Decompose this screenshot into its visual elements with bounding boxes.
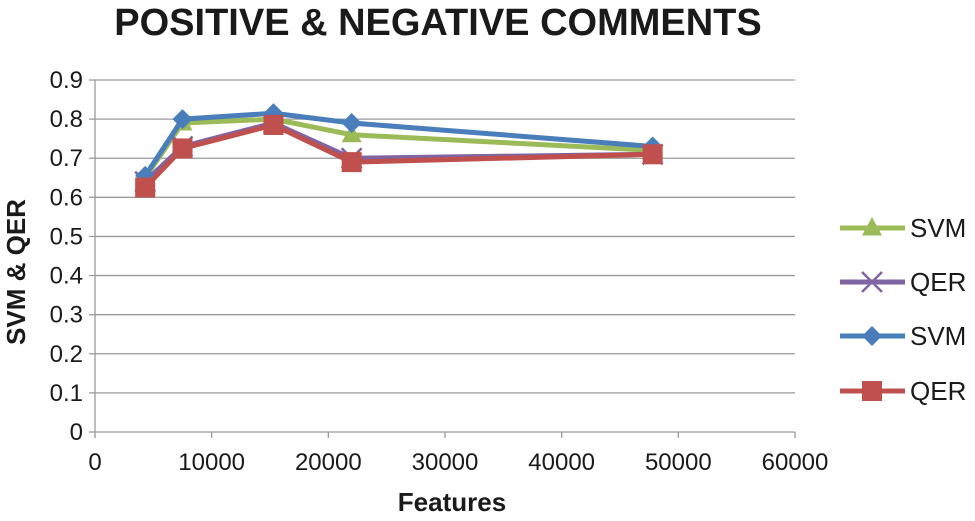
x-tick-label: 50000 xyxy=(645,449,712,476)
x-tick-label: 10000 xyxy=(178,449,245,476)
data-point-diamond xyxy=(172,109,193,130)
grid-lines xyxy=(94,79,795,433)
chart-title: POSITIVE & NEGATIVE COMMENTS xyxy=(114,2,761,44)
data-point-square xyxy=(862,381,882,401)
data-point-diamond xyxy=(862,326,882,346)
data-point-square xyxy=(263,114,284,135)
y-tick-label: 0.9 xyxy=(50,67,83,94)
x-axis-ticks: 0 10000 20000 30000 40000 50000 60000 xyxy=(88,432,828,476)
y-tick-label: 0.6 xyxy=(50,184,83,211)
data-point-triangle xyxy=(862,217,882,236)
y-tick-label: 0.1 xyxy=(50,380,83,407)
legend: SVM QER SVM QER xyxy=(840,213,966,406)
data-point-square xyxy=(135,177,156,198)
y-tick-label: 0 xyxy=(70,419,83,446)
y-tick-label: 0.4 xyxy=(50,263,83,290)
legend-item: QER xyxy=(840,376,966,406)
x-tick-label: 40000 xyxy=(528,449,595,476)
x-tick-label: 60000 xyxy=(762,449,829,476)
series-layer xyxy=(134,103,664,198)
y-tick-label: 0.5 xyxy=(50,223,83,250)
y-tick-label: 0.2 xyxy=(50,341,83,368)
series-line xyxy=(143,120,653,184)
data-point-square xyxy=(642,144,663,165)
y-tick-label: 0.8 xyxy=(50,106,83,133)
x-tick-label: 30000 xyxy=(412,449,479,476)
data-point-square xyxy=(172,138,193,159)
x-axis-label: Features xyxy=(398,487,506,517)
legend-item: SVM xyxy=(840,321,966,351)
y-tick-label: 0.7 xyxy=(50,145,83,172)
x-tick-label: 20000 xyxy=(295,449,362,476)
legend-label: SVM xyxy=(910,321,966,351)
x-tick-label: 0 xyxy=(88,449,101,476)
legend-item: QER xyxy=(840,267,966,297)
data-point-square xyxy=(341,152,362,173)
legend-label: QER xyxy=(910,376,966,406)
legend-label: SVM xyxy=(910,213,966,243)
data-point-x xyxy=(861,271,883,293)
y-axis-label: SVM & QER xyxy=(1,199,31,345)
data-point-diamond xyxy=(341,113,362,134)
legend-label: QER xyxy=(910,267,966,297)
series-4 xyxy=(135,114,663,198)
y-axis-ticks: 0 0.1 0.2 0.3 0.4 0.5 0.6 0.7 0.8 0.9 xyxy=(50,67,95,446)
y-tick-label: 0.3 xyxy=(50,302,83,329)
legend-item: SVM xyxy=(840,213,966,243)
